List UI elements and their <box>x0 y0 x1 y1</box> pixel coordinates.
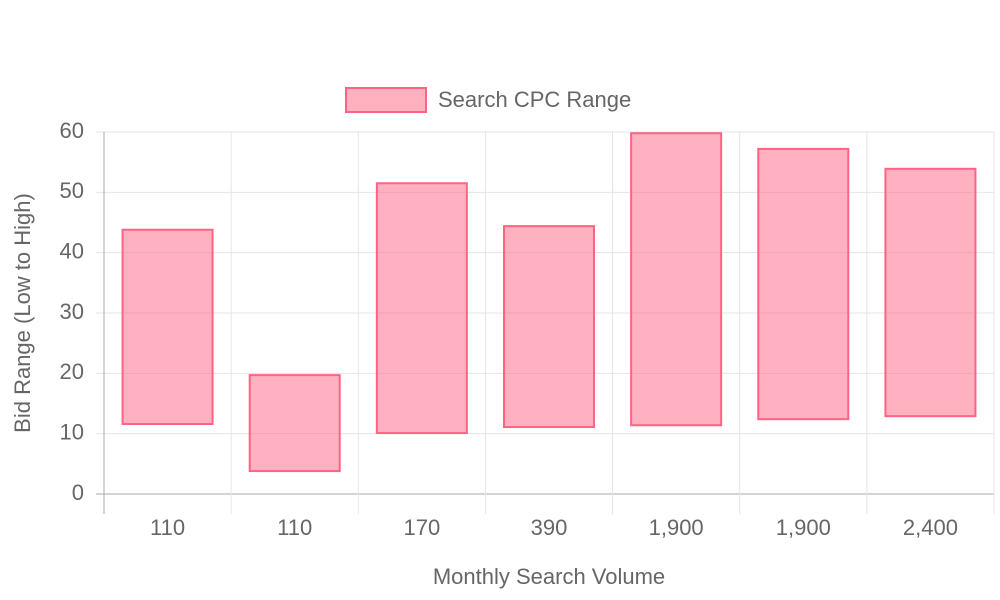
legend-label: Search CPC Range <box>438 87 631 112</box>
x-tick-label: 170 <box>403 515 440 540</box>
y-tick-label: 60 <box>60 118 84 143</box>
bar <box>503 225 595 429</box>
legend-swatch <box>345 87 427 113</box>
x-tick-label: 390 <box>531 515 568 540</box>
x-tick-label: 1,900 <box>649 515 704 540</box>
bar <box>248 374 341 473</box>
y-tick-label: 0 <box>72 480 84 505</box>
x-tick-label: 2,400 <box>903 515 958 540</box>
bar <box>630 132 723 427</box>
y-tick-label: 40 <box>60 238 84 263</box>
bar <box>884 167 977 418</box>
y-tick-label: 10 <box>60 419 84 444</box>
y-tick-label: 50 <box>60 178 84 203</box>
x-tick-label: 1,900 <box>776 515 831 540</box>
bar <box>757 147 850 421</box>
y-tick-label: 20 <box>60 359 84 384</box>
bar <box>121 228 214 426</box>
y-tick-label: 30 <box>60 299 84 324</box>
x-tick-label: 110 <box>150 515 185 540</box>
y-axis-label: Bid Range (Low to High) <box>10 193 35 433</box>
x-tick-label: 110 <box>277 515 312 540</box>
bar <box>375 182 468 435</box>
x-axis-label: Monthly Search Volume <box>433 564 665 589</box>
